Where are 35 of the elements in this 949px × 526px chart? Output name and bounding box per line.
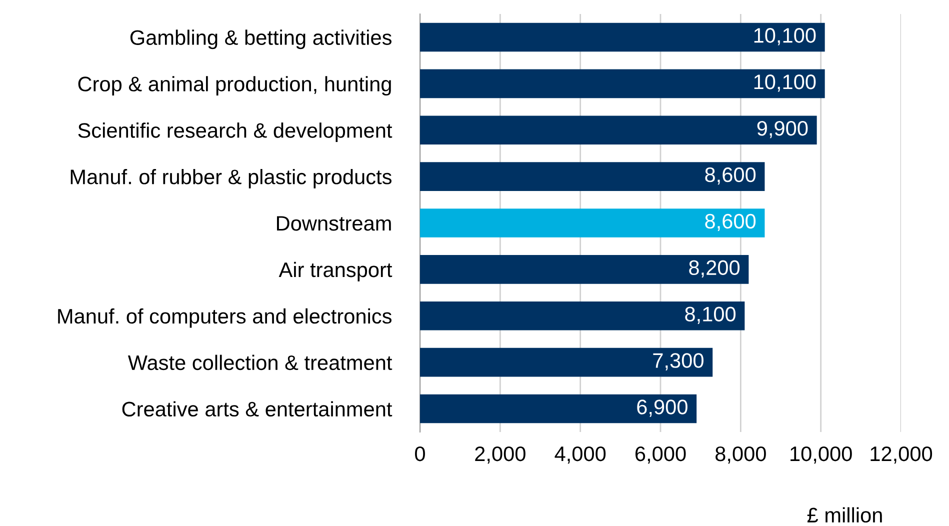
y-tick-label: Scientific research & development bbox=[78, 122, 392, 142]
data-label: 8,600 bbox=[705, 214, 756, 232]
x-tick-label: 8,000 bbox=[716, 446, 766, 464]
x-tick-label: 6,000 bbox=[635, 446, 686, 464]
y-tick-label: Manuf. of computers and electronics bbox=[58, 308, 392, 328]
bar bbox=[420, 394, 697, 424]
bar bbox=[420, 301, 745, 330]
x-tick-label: 10,000 bbox=[790, 446, 852, 464]
bar bbox=[420, 69, 825, 98]
x-tick-label: 4,000 bbox=[554, 446, 606, 464]
bar bbox=[420, 162, 765, 191]
bar bbox=[420, 348, 713, 377]
y-tick-label: Waste collection & treatment bbox=[128, 354, 392, 370]
y-tick-label: Air transport bbox=[278, 262, 392, 282]
data-label: 8,600 bbox=[705, 167, 756, 185]
y-tick-label: Creative arts & entertainment bbox=[122, 401, 392, 417]
x-tick-label: 12,000 bbox=[870, 446, 932, 464]
data-label: 9,900 bbox=[757, 120, 808, 138]
x-tick-label: 2,000 bbox=[475, 446, 526, 464]
data-label: 8,200 bbox=[689, 260, 740, 278]
bar bbox=[420, 116, 817, 145]
y-tick-label: Crop & animal production, hunting bbox=[78, 76, 391, 96]
x-tick-label: 0 bbox=[415, 446, 425, 462]
data-label: 6,900 bbox=[637, 400, 688, 417]
data-label: 10,100 bbox=[754, 74, 816, 92]
bar bbox=[420, 22, 825, 52]
data-label: 10,100 bbox=[754, 28, 816, 46]
y-tick-label: Manuf. of rubber & plastic products bbox=[70, 169, 392, 188]
data-label: 8,100 bbox=[685, 306, 736, 324]
data-label: 7,300 bbox=[653, 353, 704, 370]
y-tick-label: Gambling & betting activities bbox=[130, 30, 392, 50]
bar bbox=[420, 255, 749, 284]
bar bbox=[420, 208, 765, 238]
y-tick-label: Downstream bbox=[277, 216, 391, 231]
x-axis-title: £ million bbox=[807, 507, 882, 523]
